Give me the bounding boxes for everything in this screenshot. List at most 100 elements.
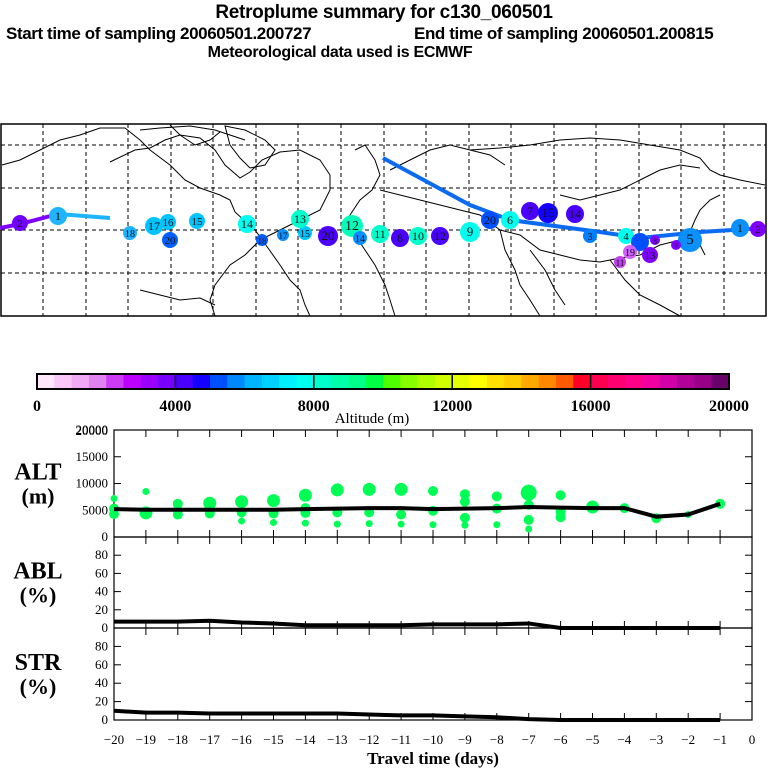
map-cluster-label: 14 — [241, 217, 253, 231]
series-line — [114, 618, 721, 630]
scatter-point — [110, 494, 118, 502]
series-line — [113, 501, 721, 519]
map-cluster-marker — [501, 211, 519, 229]
panel-abl: 0 20 40 60 80 ABL(%) — [13, 536, 753, 635]
scatter-point — [459, 489, 470, 500]
map-cluster-label: 15 — [192, 216, 204, 228]
scatter-point — [493, 521, 501, 529]
map-cluster-label: 18 — [125, 229, 135, 240]
scatter-point — [203, 496, 217, 510]
scatter-point — [267, 494, 280, 508]
coast-asia-south — [499, 194, 721, 263]
scatter-point — [397, 520, 405, 528]
end-time-label: End time of sampling 20060501.200815 — [414, 24, 714, 43]
x-tick-label: −18 — [168, 732, 188, 747]
colorbar-cell — [573, 374, 592, 389]
map-cluster-marker — [671, 240, 681, 250]
map-cluster-marker — [353, 231, 367, 245]
map-cluster-label: 3 — [588, 232, 593, 243]
colorbar-cell — [348, 374, 367, 389]
x-tick-label: −14 — [295, 732, 316, 747]
scatter-point — [523, 514, 534, 525]
colorbar-cell — [434, 374, 453, 389]
colorbar-cell — [192, 374, 211, 389]
coast-se-asia — [609, 259, 681, 317]
scatter-point — [298, 488, 312, 502]
colorbar-cell — [556, 374, 574, 389]
x-tick-label: −20 — [104, 732, 124, 747]
coast-greenland — [224, 125, 276, 169]
colorbar-cell — [123, 374, 142, 389]
x-tick-label: −13 — [327, 732, 347, 747]
map-cluster-label: 2 — [755, 224, 761, 236]
colorbar-cell — [504, 374, 522, 389]
map-coastlines — [1, 124, 766, 317]
series-line — [113, 708, 721, 722]
colorbar-cell — [452, 374, 470, 389]
y-tick-label: 80 — [95, 638, 108, 653]
x-tick-label: 0 — [749, 732, 756, 747]
y-tick-label: 0 — [102, 620, 109, 635]
map-cluster-marker — [391, 229, 409, 247]
colorbar-frame — [36, 373, 730, 390]
scatter-point — [491, 491, 502, 502]
panel-ylabel-units: (%) — [20, 583, 57, 608]
chart-title: Retroplume summary for c130_060501 — [215, 2, 553, 23]
x-axis-label: Travel time (days) — [367, 749, 499, 768]
colorbar-cell — [88, 374, 107, 389]
map-cluster-label: 12 — [434, 229, 446, 243]
map-cluster-marker — [731, 219, 749, 237]
colorbar-cell — [469, 374, 488, 389]
x-tick-label: −16 — [231, 732, 252, 747]
colorbar-cell — [210, 374, 228, 389]
map-cluster-marker — [12, 215, 28, 231]
colorbar-cell — [244, 374, 263, 389]
colorbar-cell — [279, 374, 297, 389]
scatter-point — [520, 484, 537, 501]
colorbar: 0 4000 8000 12000 16000 20000 Altitude (m) — [33, 373, 749, 427]
colorbar-cell — [486, 374, 505, 389]
map-cluster-marker — [481, 211, 499, 229]
x-tick-label: −3 — [649, 732, 663, 747]
colorbar-cells — [37, 374, 730, 389]
map-cluster-marker — [614, 256, 626, 268]
colorbar-tick-label: 8000 — [298, 398, 330, 415]
map-cluster-marker — [642, 247, 658, 263]
colorbar-tick-label: 20000 — [709, 398, 749, 415]
colorbar-tick-label: 16000 — [571, 398, 611, 415]
map-cluster-marker — [123, 226, 137, 240]
map-cluster-label: 14 — [569, 207, 581, 221]
colorbar-cell — [659, 374, 678, 389]
colorbar-cell — [538, 374, 557, 389]
colorbar-ticks: 0 4000 8000 12000 16000 20000 — [33, 374, 749, 415]
scatter-point — [555, 490, 566, 501]
map-cluster-marker — [623, 245, 637, 259]
scatter-point — [429, 521, 437, 529]
map-cluster-marker — [521, 202, 539, 220]
colorbar-tick-label: 4000 — [159, 398, 191, 415]
map-cluster-marker — [631, 233, 649, 251]
colorbar-cell — [590, 374, 609, 389]
x-tick-label: −7 — [522, 732, 536, 747]
y-tick-label: 20 — [95, 602, 108, 617]
map-cluster-marker — [650, 235, 660, 245]
y-tick-label: 0 — [102, 529, 109, 544]
y-tick-label: 20 — [95, 694, 108, 709]
map-cluster-label: 20 — [322, 228, 335, 243]
colorbar-tick-label: 12000 — [432, 398, 472, 415]
scatter-point — [365, 520, 373, 528]
map-cluster-label: 5 — [686, 232, 694, 248]
x-tick-label: −12 — [359, 732, 379, 747]
map-cluster-marker — [460, 222, 480, 242]
scatter-point — [301, 519, 309, 527]
colorbar-cell — [331, 374, 349, 389]
map-cluster-label: 7 — [527, 204, 533, 218]
colorbar-cell — [694, 374, 713, 389]
coast-india — [529, 249, 566, 306]
map-cluster-marker — [538, 203, 558, 223]
x-tick-label: −6 — [554, 732, 568, 747]
panel-frame — [113, 627, 753, 721]
scatter-point — [459, 512, 470, 523]
